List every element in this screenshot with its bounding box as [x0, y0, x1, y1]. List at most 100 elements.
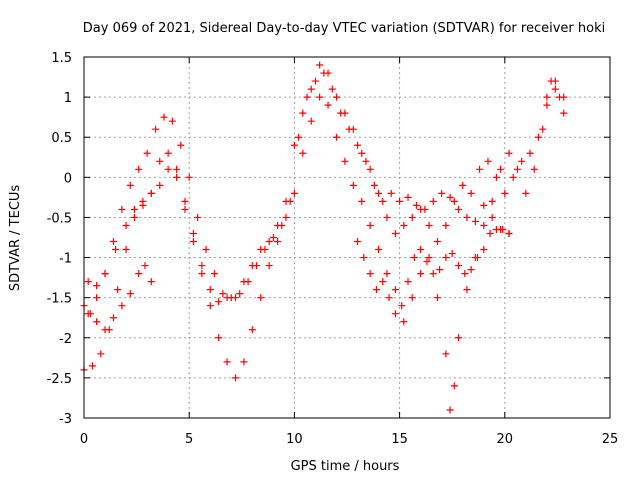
data-point: [126, 181, 134, 189]
y-tick-label: 1.5: [51, 51, 72, 66]
data-point: [366, 270, 374, 278]
data-point: [484, 157, 492, 165]
data-point: [404, 193, 412, 201]
data-point: [446, 193, 454, 201]
data-point: [135, 270, 143, 278]
data-point: [274, 238, 282, 246]
data-point: [328, 85, 336, 93]
tick-labels: 0 5 10 15 20 25 -3 -2.5 -2 -1.5 -1 -0.5 0 0.5 1 1.5: [47, 51, 619, 447]
data-point: [173, 165, 181, 173]
data-point: [135, 165, 143, 173]
data-point: [379, 197, 387, 205]
data-point: [366, 221, 374, 229]
data-point: [480, 221, 488, 229]
series-track-a: [80, 69, 513, 318]
data-point: [316, 61, 324, 69]
data-point: [257, 294, 265, 302]
data-point: [497, 165, 505, 173]
data-point: [410, 254, 418, 262]
data-point: [141, 262, 149, 270]
data-point: [109, 314, 117, 322]
data-point: [486, 229, 494, 237]
data-point: [400, 221, 408, 229]
x-tick-label: 0: [80, 432, 88, 447]
data-point: [164, 149, 172, 157]
series-track-b: [80, 77, 568, 414]
data-point: [307, 117, 315, 125]
data-point: [101, 326, 109, 334]
data-point: [332, 93, 340, 101]
data-point: [168, 117, 176, 125]
chart-title: Day 069 of 2021, Sidereal Day-to-day VTE…: [83, 21, 605, 36]
data-point: [139, 201, 147, 209]
y-tick-label: -1.5: [47, 292, 72, 307]
data-point: [189, 229, 197, 237]
data-point: [118, 302, 126, 310]
data-point: [488, 213, 496, 221]
data-point: [299, 149, 307, 157]
data-point: [269, 234, 277, 241]
x-axis-label: GPS time / hours: [291, 459, 400, 474]
plot-frame: [83, 56, 611, 419]
data-point: [290, 141, 298, 149]
data-point: [513, 165, 521, 173]
data-point: [206, 302, 214, 310]
data-point: [455, 262, 463, 270]
data-point: [436, 266, 444, 274]
data-point: [480, 246, 488, 254]
data-point: [522, 189, 530, 197]
data-points: [80, 61, 568, 414]
data-point: [480, 201, 488, 209]
data-point: [398, 302, 406, 310]
data-point: [282, 213, 290, 221]
data-point: [400, 318, 408, 326]
data-point: [307, 85, 315, 93]
data-point: [206, 286, 214, 294]
data-point: [459, 181, 467, 189]
data-point: [467, 189, 475, 197]
data-point: [198, 262, 206, 270]
data-point: [185, 173, 193, 181]
data-point: [354, 141, 362, 149]
series-track-c: [84, 61, 568, 306]
data-point: [366, 165, 374, 173]
data-point: [189, 238, 197, 246]
data-point: [505, 229, 513, 237]
data-point: [492, 173, 500, 181]
data-point: [429, 197, 437, 205]
data-point: [248, 262, 256, 270]
data-point: [147, 189, 155, 197]
data-point: [372, 286, 380, 294]
data-point: [408, 213, 416, 221]
data-point: [455, 205, 463, 213]
data-point: [385, 294, 393, 302]
data-point: [122, 246, 130, 254]
data-point: [423, 258, 431, 266]
data-point: [417, 246, 425, 254]
data-point: [560, 109, 568, 117]
data-point: [295, 133, 303, 141]
data-point: [215, 298, 223, 306]
data-point: [84, 310, 92, 318]
data-point: [156, 181, 164, 189]
data-point: [341, 157, 349, 165]
data-point: [471, 217, 479, 225]
data-point: [463, 213, 471, 221]
data-point: [126, 290, 134, 298]
data-point: [324, 101, 332, 109]
data-point: [265, 238, 273, 246]
data-point: [274, 221, 282, 229]
y-tick-label: -3: [59, 412, 72, 427]
data-point: [526, 149, 534, 157]
data-point: [417, 205, 425, 213]
data-point: [476, 165, 484, 173]
data-point: [360, 254, 368, 262]
data-point: [551, 77, 559, 85]
data-point: [332, 133, 340, 141]
data-point: [349, 125, 357, 133]
data-point: [425, 221, 433, 229]
data-point: [210, 270, 218, 278]
series-track-d: [84, 225, 513, 334]
data-point: [97, 350, 105, 358]
data-point: [282, 197, 290, 205]
